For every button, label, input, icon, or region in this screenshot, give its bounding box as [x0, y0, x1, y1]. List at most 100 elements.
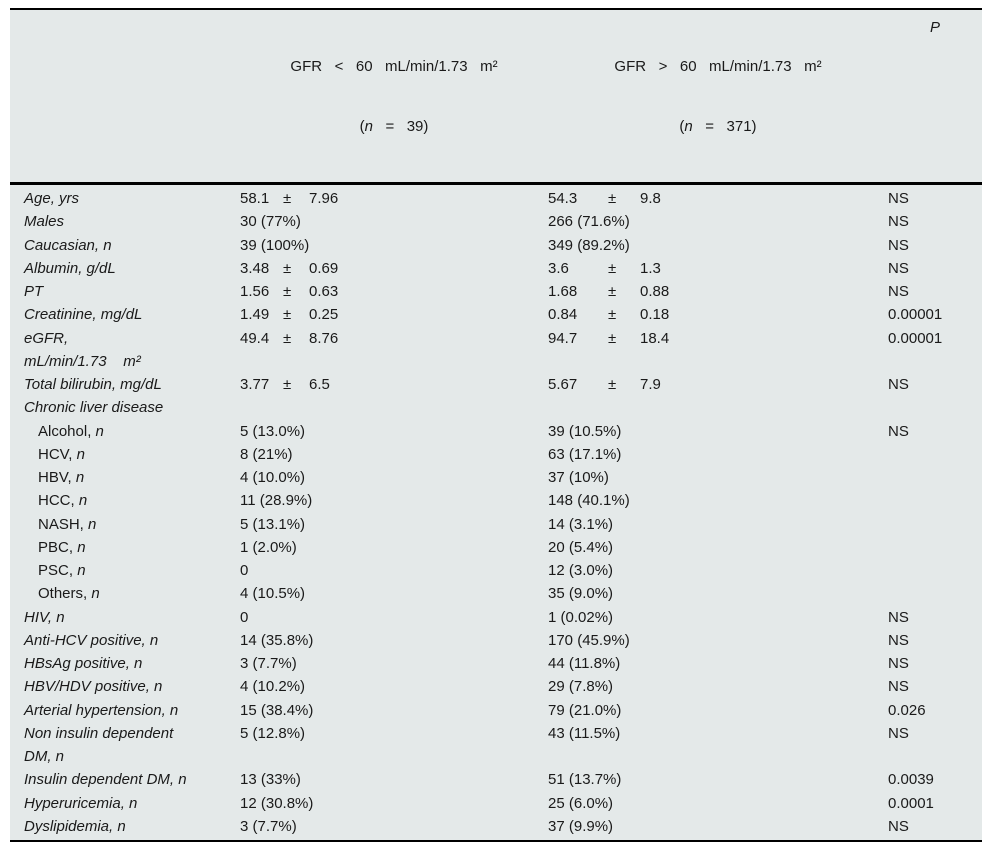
row-label: HCC, n: [38, 492, 88, 510]
header-gfr-lt60-n: (n = 39): [240, 117, 548, 137]
row-label: Dyslipidemia, n: [24, 817, 126, 835]
value-gfr-gt60: [548, 396, 888, 419]
p-value: 0.026: [888, 701, 926, 719]
table-row: Caucasian, n 39 (100%) 349 (89.2%) NS: [10, 234, 982, 257]
n-symbol: n: [75, 469, 85, 486]
row-label: Hyperuricemia, n: [24, 794, 138, 812]
value-gfr-lt60: 30 (77%): [240, 213, 301, 231]
row-label: Arterial hypertension, n: [24, 701, 179, 719]
n-symbol: n: [76, 445, 85, 463]
value-gfr-lt60: [240, 396, 548, 419]
p-value: [888, 559, 982, 582]
table-row: HBsAg positive, n 3 (7.7%) 44 (11.8%) NS: [10, 652, 982, 675]
row-label: eGFR, mL/min/1.73 m²: [10, 327, 240, 374]
header-gfr-lt60: GFR < 60 mL/min/1.73 m² (n = 39): [240, 17, 548, 177]
value-token: ±: [608, 283, 617, 300]
header-gfr-gt60-n: (n = 371): [548, 117, 888, 137]
table-row: Albumin, g/dL 3.48 ±0.69 3.6 ±1.3 NS: [10, 257, 982, 280]
n-count: = 39): [372, 118, 429, 135]
table-row: Creatinine, mg/dL 1.49 ±0.25 0.84 ±0.18 0.000…: [10, 303, 982, 326]
paren: (: [679, 118, 685, 135]
table-row: Insulin dependent DM, n 13 (33%) 51 (13.7%…: [10, 768, 982, 791]
p-value: NS: [888, 236, 909, 254]
p-value: 0.00001: [888, 329, 943, 347]
value-gfr-gt60: 35 (9.0%): [548, 585, 614, 603]
value-gfr-gt60: 79 (21.0%): [548, 701, 622, 719]
value-gfr-gt60: 0.84 ±0.18: [548, 303, 888, 326]
table-row: Males 30 (77%) 266 (71.6%) NS: [10, 210, 982, 233]
table-row: HCV, n 8 (21%) 63 (17.1%): [10, 443, 982, 466]
n-symbol: n: [77, 538, 86, 556]
value-token: ±: [608, 259, 617, 277]
p-value: 0.0039: [888, 771, 934, 789]
value-gfr-gt60: 349 (89.2%): [548, 236, 630, 254]
value-gfr-lt60: 14 (35.8%): [240, 631, 314, 649]
row-label: Total bilirubin, mg/dL: [24, 376, 162, 393]
value-gfr-gt60: 37 (10%): [548, 469, 609, 486]
value-token: 3.77: [240, 376, 270, 393]
p-value: NS: [888, 817, 909, 835]
value-token: 3.48: [240, 259, 270, 277]
value-gfr-gt60: 43 (11.5%): [548, 724, 621, 742]
value-token: ±: [283, 190, 292, 207]
value-gfr-gt60: 94.7 ±18.4: [548, 327, 888, 374]
row-label: Anti-HCV positive, n: [24, 631, 159, 649]
value-gfr-lt60: 3 (7.7%): [240, 655, 297, 672]
value-gfr-lt60: 49.4 ±8.76: [240, 327, 548, 374]
value-token: 54.3: [548, 190, 578, 207]
table-row: Chronic liver disease: [10, 396, 982, 419]
value-token: ±: [608, 376, 617, 393]
value-token: 0.84: [548, 306, 578, 324]
row-label: Chronic liver disease: [24, 399, 164, 417]
value-gfr-gt60: 54.3 ±9.8: [548, 187, 888, 210]
p-value: [888, 489, 982, 512]
header-spacer-cell: [10, 17, 240, 177]
value-token: 3.6: [548, 259, 569, 277]
n-symbol: n: [88, 515, 97, 533]
p-value: [888, 536, 982, 559]
value-gfr-lt60: 8 (21%): [240, 445, 293, 463]
value-token: 0.25: [309, 306, 339, 324]
value-token: ±: [283, 376, 292, 393]
n-symbol: n: [684, 118, 693, 135]
paren: (: [359, 118, 365, 135]
value-gfr-lt60: 12 (30.8%): [240, 794, 314, 812]
value-token: 94.7: [548, 329, 578, 347]
value-token: 49.4: [240, 329, 270, 347]
value-gfr-gt60: 1.68 ±0.88: [548, 280, 888, 303]
row-label: Creatinine, mg/dL: [24, 306, 143, 324]
row-label-line2: mL/min/1.73 m²: [24, 352, 141, 370]
value-token: ±: [608, 329, 617, 347]
p-value: 0.0001: [888, 794, 934, 812]
row-label: HCV, n: [38, 445, 85, 463]
value-token: 9.8: [640, 190, 661, 207]
p-value: NS: [888, 422, 909, 440]
value-gfr-lt60: 4 (10.5%): [240, 585, 306, 603]
p-value: NS: [888, 608, 909, 626]
value-token: ±: [283, 283, 292, 300]
value-gfr-lt60: 3.77 ±6.5: [240, 373, 548, 396]
table-header: GFR < 60 mL/min/1.73 m² (n = 39) GFR > 6…: [10, 10, 982, 185]
row-label: NASH, n: [38, 515, 97, 533]
value-token: ±: [608, 306, 617, 324]
value-gfr-lt60: 39 (100%): [240, 236, 310, 254]
value-gfr-lt60: 5 (12.8%): [240, 724, 306, 742]
row-label: PBC, n: [38, 538, 86, 556]
value-gfr-gt60: 266 (71.6%): [548, 213, 630, 231]
value-token: ±: [283, 259, 292, 277]
header-p-value: P: [929, 19, 940, 36]
value-gfr-lt60: 58.1 ±7.96: [240, 187, 548, 210]
p-value: NS: [888, 190, 909, 207]
value-gfr-gt60: 44 (11.8%): [548, 655, 621, 672]
value-token: 1.68: [548, 283, 578, 300]
value-token: ±: [608, 190, 617, 207]
header-gfr-lt60-title: GFR < 60 mL/min/1.73 m²: [290, 58, 498, 75]
header-gfr-gt60-title: GFR > 60 mL/min/1.73 m²: [614, 58, 822, 75]
p-value: [888, 513, 982, 536]
table-row: PT 1.56 ±0.63 1.68 ±0.88 NS: [10, 280, 982, 303]
value-gfr-lt60: 13 (33%): [240, 771, 301, 789]
row-label-line2: DM, n: [24, 748, 65, 765]
value-gfr-gt60: 63 (17.1%): [548, 445, 622, 463]
p-value: NS: [888, 631, 909, 649]
value-token: 1.56: [240, 283, 270, 300]
